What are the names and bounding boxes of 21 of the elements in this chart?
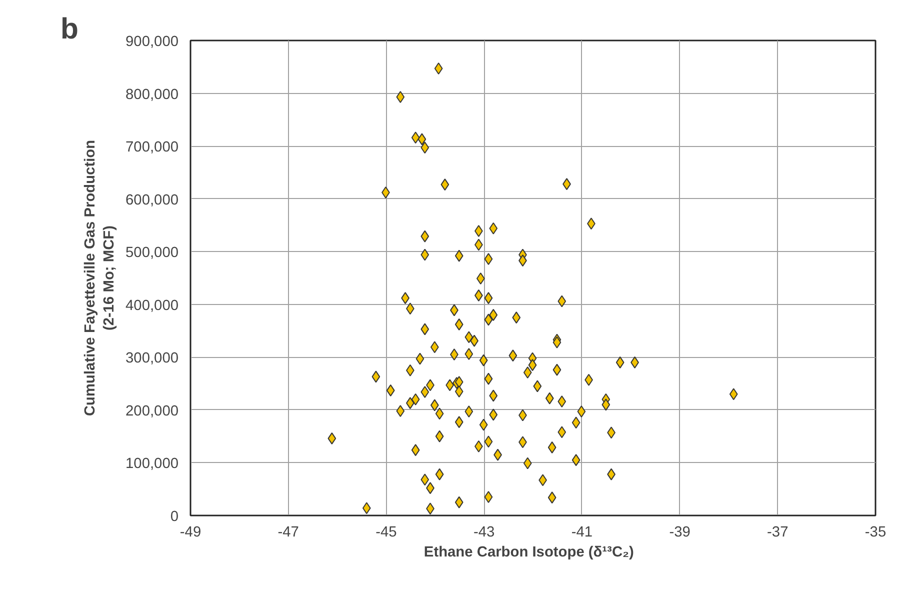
y-tick-label: 600,000 <box>126 192 179 208</box>
y-tick-label: 700,000 <box>126 140 179 156</box>
y-tick-label: 500,000 <box>126 245 179 262</box>
x-tick-label: -37 <box>767 524 788 540</box>
x-tick-label: -39 <box>669 524 690 540</box>
chart-title: b <box>60 12 78 46</box>
y-tick-label: 300,000 <box>126 350 179 367</box>
x-tick-label: -35 <box>864 524 886 540</box>
y-tick-label: 200,000 <box>126 403 179 420</box>
x-tick-label: -47 <box>278 524 299 540</box>
y-tick-label: 0 <box>170 509 179 525</box>
y-axis-title: Cumulative Fayetteville Gas Production (2-16 Mo; MCF) <box>82 140 118 416</box>
x-tick-label: -41 <box>571 524 593 540</box>
y-tick-label: 400,000 <box>126 298 179 314</box>
y-tick-label: 100,000 <box>126 456 179 472</box>
x-tick-label: -49 <box>180 524 202 540</box>
y-tick-label: 800,000 <box>126 86 179 103</box>
x-axis-title: Ethane Carbon Isotope (δ¹³C₂) <box>424 544 634 560</box>
x-tick-label: -45 <box>376 524 397 540</box>
x-tick-label: -43 <box>473 524 495 540</box>
y-tick-label: 900,000 <box>126 34 179 50</box>
